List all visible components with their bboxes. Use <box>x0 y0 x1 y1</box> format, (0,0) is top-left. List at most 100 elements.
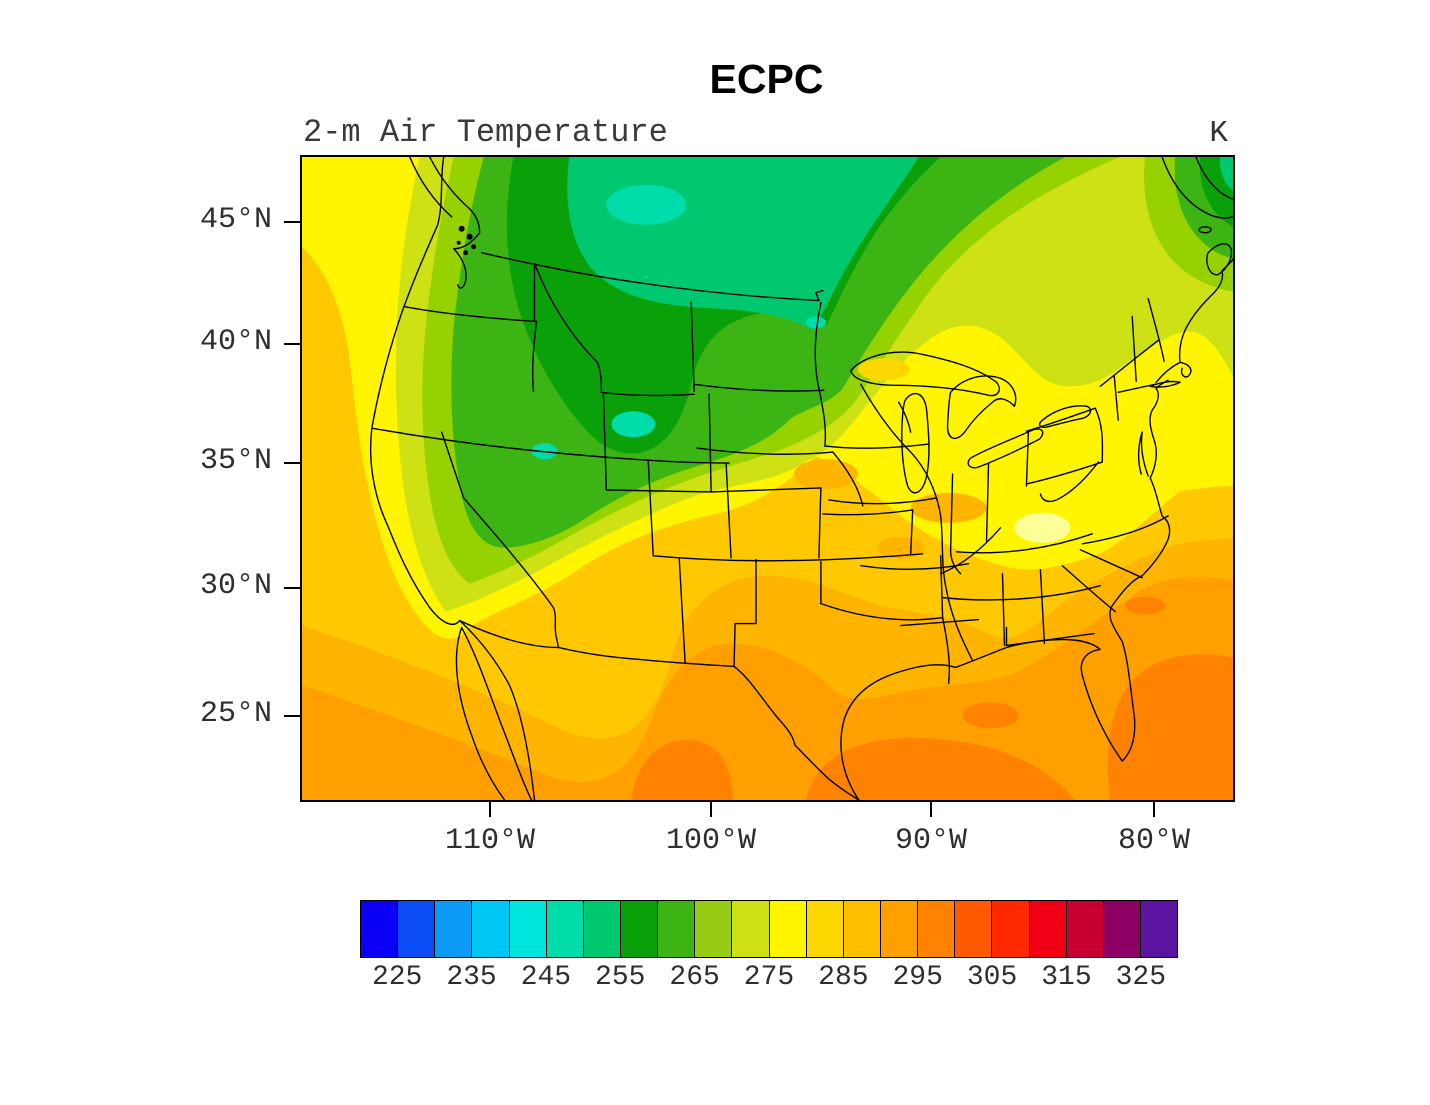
temperature-contour-map <box>302 157 1233 800</box>
st-lawrence-border <box>1099 339 1159 387</box>
ohio-river <box>939 527 1002 575</box>
tn-south-border <box>941 584 1101 601</box>
colorbar-tick-label: 315 <box>1041 962 1092 993</box>
va-nc-border <box>1081 515 1169 545</box>
co-borders <box>710 487 822 559</box>
colorbar-tick-label: 255 <box>595 962 646 993</box>
in-oh-border <box>985 463 990 542</box>
baja-pacific-side <box>455 626 506 800</box>
red-river-ok-tx <box>820 602 944 621</box>
ms-al-border <box>1001 573 1006 647</box>
or-id-border <box>532 320 538 392</box>
parallel-37n <box>652 553 924 562</box>
colorbar-tick-label: 325 <box>1115 962 1167 993</box>
az-nm-border <box>678 557 686 665</box>
colorbar-tick-label: 275 <box>743 962 795 993</box>
lon-tick-label: 100°W <box>665 824 756 858</box>
lake-erie <box>967 428 1044 469</box>
map-plot <box>300 155 1235 802</box>
baja-peninsula <box>460 626 533 800</box>
chart-subtitle: 2-m Air Temperature <box>303 114 668 151</box>
lat-tick-label: 45°N <box>199 203 272 237</box>
colorbar-segment <box>545 901 583 957</box>
lake-michigan <box>901 392 930 494</box>
ut-co-border <box>725 462 732 559</box>
prince-edward-island <box>1198 226 1212 234</box>
lat-tick-mark <box>284 343 300 345</box>
lon-tick-mark <box>710 801 712 817</box>
mississippi-river <box>860 383 974 662</box>
lon-tick-label: 80°W <box>1117 824 1190 858</box>
new-england-lines <box>1117 297 1165 393</box>
chesapeake-bay <box>1138 431 1149 477</box>
ne-ks-border <box>822 509 914 516</box>
puget-islands <box>456 225 477 256</box>
colorbar: 225 235 245 255 265 275 285 295 305 315 325 <box>360 900 1178 996</box>
colorbar-segment <box>471 901 509 957</box>
lat-tick-mark <box>284 587 300 589</box>
lat-tick-mark <box>284 715 300 717</box>
vancouver-island <box>409 157 453 218</box>
new-england-coast <box>1155 257 1233 383</box>
juan-de-fuca-strait <box>452 232 481 250</box>
lat-tick-label: 40°N <box>199 325 272 359</box>
colorbar-segment <box>879 901 918 957</box>
colorbar-segment <box>694 901 732 957</box>
mt-nd-border <box>690 300 695 392</box>
ny-vt-border <box>1113 375 1119 421</box>
ne-mo-river <box>832 451 864 507</box>
colorbar-segment <box>361 901 398 957</box>
colorbar-tick-label: 285 <box>818 962 869 993</box>
id-mt-border <box>533 262 603 393</box>
colorbar-cells <box>360 900 1178 958</box>
colorbar-tick-label: 295 <box>892 962 943 993</box>
mn-ia-border <box>824 443 930 449</box>
state-boundaries <box>369 157 1233 800</box>
ky-tn-border <box>955 533 1094 554</box>
cape-cod <box>1179 361 1192 378</box>
sd-ne-border <box>696 447 834 455</box>
colorbar-segment <box>1028 901 1066 957</box>
nova-scotia <box>1206 243 1233 276</box>
lake-huron <box>946 375 1017 440</box>
colorbar-segment <box>1139 901 1178 957</box>
tx-panhandle <box>733 559 822 668</box>
lon-tick-label: 90°W <box>894 824 967 858</box>
lon-tick-mark <box>1153 801 1155 817</box>
al-ga-border <box>1039 569 1046 645</box>
colorbar-tick-label: 265 <box>669 962 720 993</box>
nc-sc-border <box>1079 549 1143 579</box>
colorbar-segment <box>434 901 472 957</box>
colorbar-tick-label: 245 <box>520 962 572 993</box>
ia-mo-border <box>828 497 938 505</box>
ar-la-border <box>900 618 980 627</box>
colorbar-segment <box>991 901 1029 957</box>
pacific-coastline <box>369 157 536 800</box>
temperature-field <box>302 157 1233 800</box>
colorbar-segment <box>805 901 843 957</box>
colorbar-segment <box>731 901 769 957</box>
lat-tick-mark <box>284 462 300 464</box>
colorbar-segment <box>842 901 880 957</box>
colorbar-tick-label: 225 <box>371 962 423 993</box>
bc-mainland-coast <box>429 157 481 234</box>
lon-tick-mark <box>489 801 491 817</box>
units-label: K <box>1209 116 1228 151</box>
lake-superior <box>850 351 1000 397</box>
chart-title: ECPC <box>709 56 824 102</box>
colorbar-tick-label: 235 <box>446 962 497 993</box>
gulf-atlantic-coastline <box>840 379 1171 800</box>
colorbar-segment <box>1102 901 1140 957</box>
colorbar-segment <box>508 901 546 957</box>
lake-ontario <box>1038 405 1092 429</box>
colorbar-segment <box>657 901 695 957</box>
colorbar-segment <box>619 901 658 957</box>
lon-tick-mark <box>930 801 932 817</box>
nd-sd-border <box>693 383 825 392</box>
colorbar-segment <box>768 901 806 957</box>
colorbar-segment <box>397 901 435 957</box>
wv-border <box>1039 461 1099 503</box>
us-canada-border <box>480 252 824 302</box>
lon-tick-label: 110°W <box>444 824 535 858</box>
